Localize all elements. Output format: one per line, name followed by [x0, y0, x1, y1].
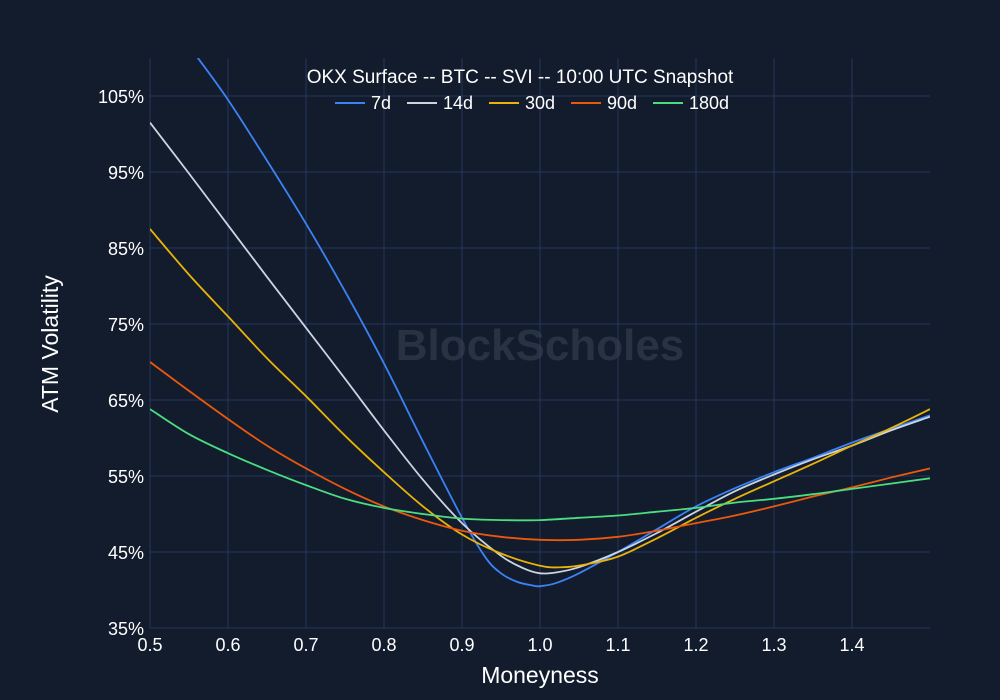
legend-label: 30d — [525, 93, 555, 113]
legend-item-180d[interactable]: 180d — [653, 93, 729, 113]
legend-item-30d[interactable]: 30d — [489, 93, 555, 113]
x-tick-label: 0.6 — [215, 635, 240, 655]
legend: 7d 14d 30d 90d 180d — [335, 93, 729, 113]
x-tick-label: 1.3 — [761, 635, 786, 655]
x-tick-label: 1.4 — [839, 635, 864, 655]
y-axis-ticks: 35% 45% 55% 65% 75% 85% 95% 105% — [98, 87, 144, 639]
chart-title: OKX Surface -- BTC -- SVI -- 10:00 UTC S… — [307, 67, 734, 88]
grid — [149, 58, 930, 629]
y-tick-label: 75% — [108, 315, 144, 335]
y-tick-label: 95% — [108, 163, 144, 183]
x-tick-label: 0.8 — [371, 635, 396, 655]
legend-item-14d[interactable]: 14d — [407, 93, 473, 113]
y-tick-label: 105% — [98, 87, 144, 107]
series-line-7d — [196, 58, 930, 588]
y-tick-label: 55% — [108, 467, 144, 487]
x-axis-ticks: 0.5 0.6 0.7 0.8 0.9 1.0 1.1 1.2 1.3 1.4 — [137, 635, 864, 655]
series-line-14d — [150, 122, 930, 575]
legend-label: 180d — [689, 93, 729, 113]
x-axis-title: Moneyness — [481, 662, 599, 688]
watermark: BlockScholes — [396, 321, 685, 370]
y-tick-label: 45% — [108, 543, 144, 563]
series-line-180d — [150, 408, 930, 522]
legend-label: 14d — [443, 93, 473, 113]
series-line-90d — [150, 361, 930, 542]
y-tick-label: 65% — [108, 391, 144, 411]
x-tick-label: 0.9 — [449, 635, 474, 655]
legend-label: 7d — [371, 93, 391, 113]
legend-item-90d[interactable]: 90d — [571, 93, 637, 113]
y-tick-label: 35% — [108, 619, 144, 639]
x-tick-label: 1.0 — [527, 635, 552, 655]
x-tick-label: 1.2 — [683, 635, 708, 655]
legend-label: 90d — [607, 93, 637, 113]
x-tick-label: 1.1 — [605, 635, 630, 655]
x-tick-label: 0.5 — [137, 635, 162, 655]
series-line-30d — [150, 228, 930, 569]
y-axis-title: ATM Volatility — [37, 275, 63, 413]
legend-item-7d[interactable]: 7d — [335, 93, 391, 113]
y-tick-label: 85% — [108, 239, 144, 259]
x-tick-label: 0.7 — [293, 635, 318, 655]
series-lines — [150, 58, 930, 588]
